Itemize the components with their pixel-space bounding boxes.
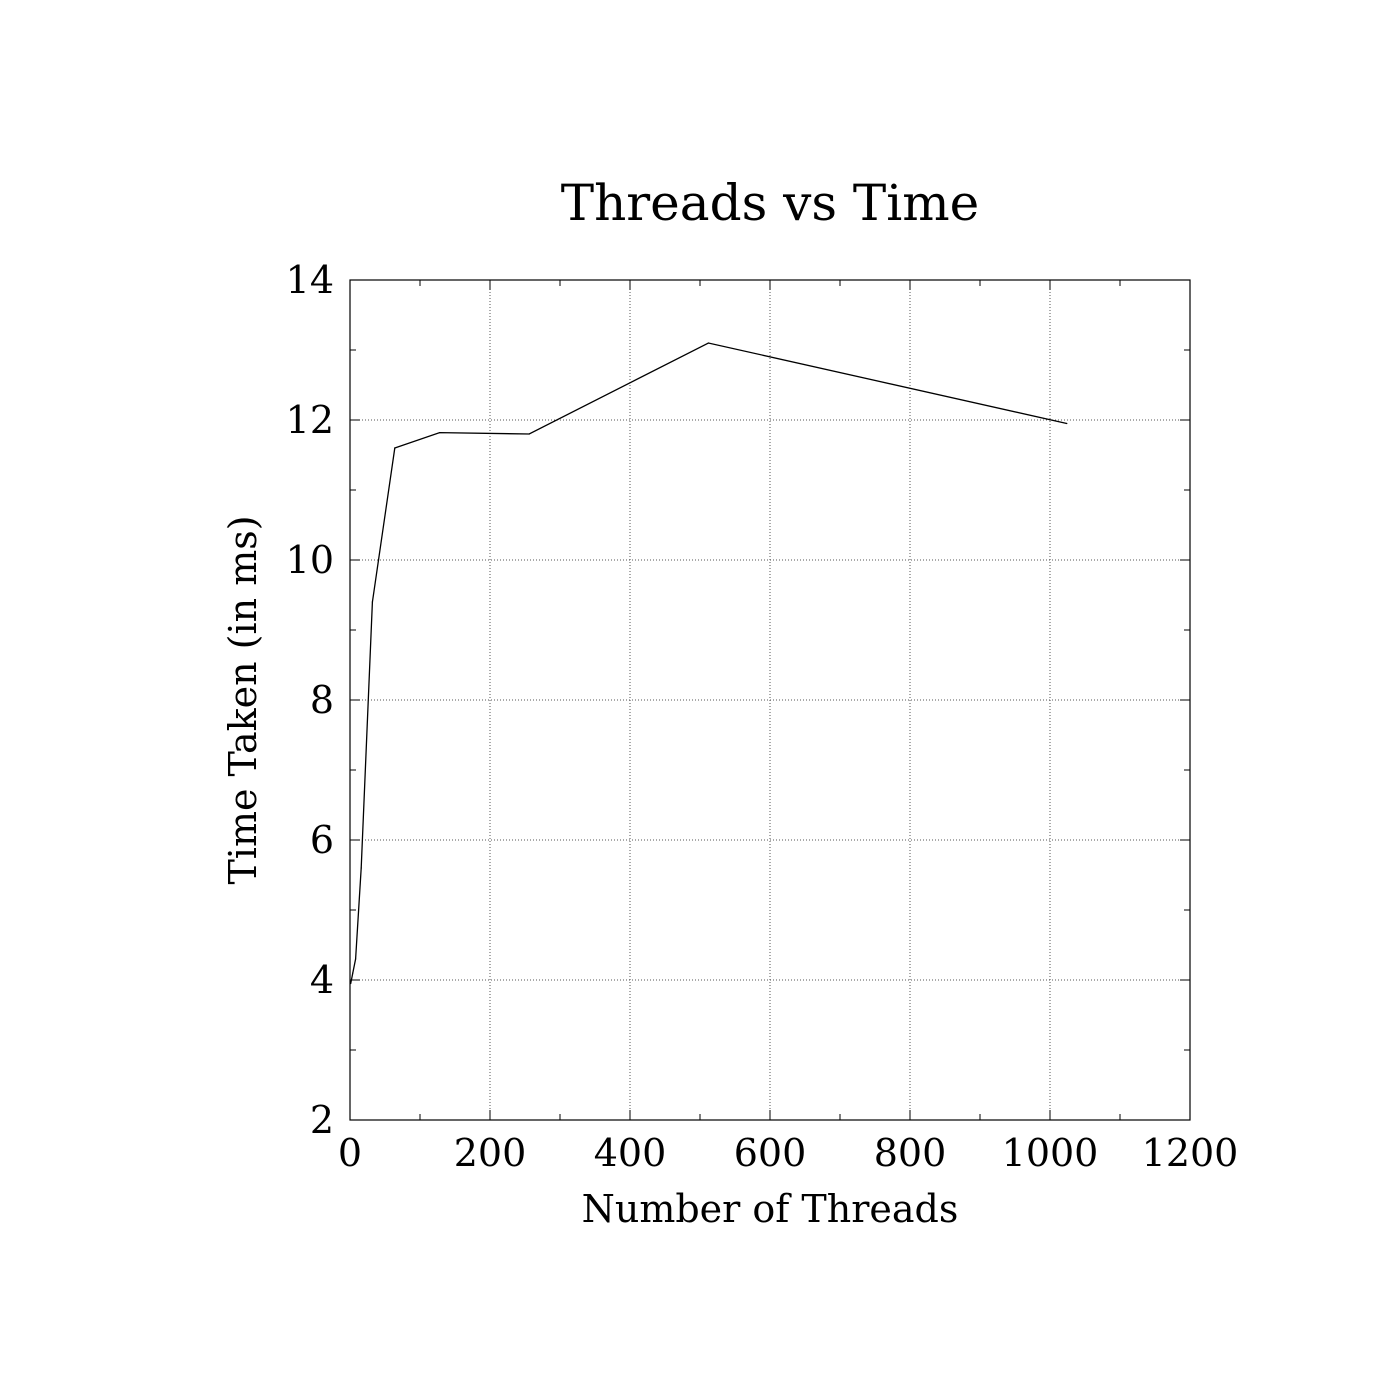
data-point (355, 958, 357, 960)
series-line (350, 342, 1067, 984)
plot-frame (349, 279, 1191, 1121)
data-point (350, 982, 352, 985)
data-point (352, 972, 354, 974)
y-tick-label: 12 (286, 398, 334, 442)
y-tick-label: 6 (310, 818, 334, 862)
data-point (350, 979, 352, 981)
chart-title: Threads vs Time (561, 174, 980, 232)
data-point (360, 867, 362, 869)
y-tick-labels: 2 4 6 8 10 12 14 (286, 258, 334, 1142)
y-tick-label: 14 (286, 258, 334, 302)
data-point (394, 447, 396, 449)
y-axis-label: Time Taken (in ms) (221, 515, 265, 884)
data-point (1066, 422, 1068, 425)
x-tick-label: 800 (874, 1131, 947, 1175)
x-tick-label: 0 (338, 1131, 362, 1175)
series-layer (350, 342, 1068, 985)
x-tick-label: 400 (594, 1131, 667, 1175)
x-tick-label: 200 (454, 1131, 527, 1175)
data-point (707, 342, 710, 344)
y-tick-label: 10 (286, 538, 334, 582)
x-tick-label: 600 (734, 1131, 807, 1175)
data-point (371, 601, 373, 603)
x-tick-label: 1200 (1142, 1131, 1239, 1175)
gridlines (350, 280, 1190, 1120)
y-tick-label: 4 (310, 958, 334, 1002)
data-point (528, 433, 530, 435)
x-tick-label: 1000 (1002, 1131, 1099, 1175)
y-tick-label: 2 (310, 1098, 334, 1142)
data-point (439, 432, 441, 434)
x-axis-label: Number of Threads (582, 1187, 959, 1231)
x-tick-labels: 0 200 400 600 800 1000 1200 (338, 1131, 1238, 1175)
y-tick-label: 8 (310, 678, 334, 722)
